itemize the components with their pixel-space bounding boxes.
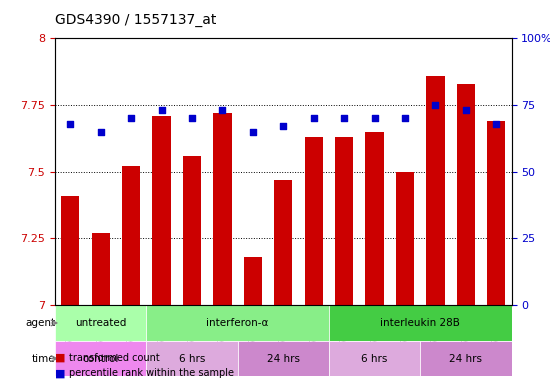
Point xyxy=(461,108,470,114)
FancyBboxPatch shape xyxy=(146,341,238,376)
FancyBboxPatch shape xyxy=(329,305,512,341)
Point xyxy=(431,102,440,108)
Bar xyxy=(396,172,414,305)
Bar xyxy=(426,76,444,305)
Bar xyxy=(61,196,79,305)
Text: control: control xyxy=(82,354,119,364)
FancyBboxPatch shape xyxy=(55,305,146,341)
Bar xyxy=(91,233,110,305)
Bar xyxy=(183,156,201,305)
Point xyxy=(400,115,409,121)
Point xyxy=(492,121,500,127)
Text: agent: agent xyxy=(25,318,55,328)
Point xyxy=(340,115,349,121)
Text: GDS4390 / 1557137_at: GDS4390 / 1557137_at xyxy=(55,13,216,27)
Text: 6 hrs: 6 hrs xyxy=(361,354,388,364)
Point xyxy=(126,115,135,121)
Point xyxy=(309,115,318,121)
Bar xyxy=(152,116,170,305)
Bar xyxy=(244,257,262,305)
FancyBboxPatch shape xyxy=(55,341,146,376)
Bar xyxy=(122,166,140,305)
FancyBboxPatch shape xyxy=(329,341,420,376)
Text: time: time xyxy=(31,354,55,364)
Bar xyxy=(213,113,232,305)
Text: 24 hrs: 24 hrs xyxy=(449,354,482,364)
Text: ■: ■ xyxy=(55,353,65,363)
Point xyxy=(279,123,288,129)
Text: untreated: untreated xyxy=(75,318,127,328)
Bar xyxy=(365,132,384,305)
Bar xyxy=(274,180,293,305)
Text: ■: ■ xyxy=(55,368,65,378)
Point xyxy=(96,129,105,135)
Text: transformed count: transformed count xyxy=(69,353,160,363)
Bar xyxy=(456,84,475,305)
Text: 6 hrs: 6 hrs xyxy=(179,354,205,364)
Point xyxy=(66,121,75,127)
Text: interleukin 28B: interleukin 28B xyxy=(380,318,460,328)
FancyBboxPatch shape xyxy=(146,305,329,341)
Point xyxy=(157,108,166,114)
Text: 24 hrs: 24 hrs xyxy=(267,354,300,364)
Bar xyxy=(487,121,505,305)
Point xyxy=(370,115,379,121)
FancyBboxPatch shape xyxy=(238,341,329,376)
Point xyxy=(218,108,227,114)
Bar xyxy=(335,137,353,305)
Point xyxy=(249,129,257,135)
FancyBboxPatch shape xyxy=(420,341,512,376)
Text: interferon-α: interferon-α xyxy=(206,318,269,328)
Text: percentile rank within the sample: percentile rank within the sample xyxy=(69,368,234,378)
Bar xyxy=(305,137,323,305)
Point xyxy=(188,115,196,121)
